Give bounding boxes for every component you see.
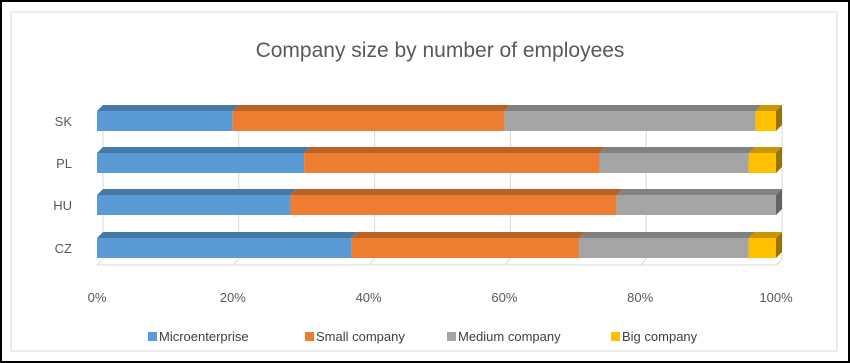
bar-top-CZ-3 (748, 232, 782, 238)
x-tick-labels: 0% 20% 40% 60% 80% 100% (88, 290, 793, 305)
bar-CZ-3 (748, 238, 776, 258)
category-label-PL: PL (56, 156, 72, 171)
x-tick-label: 20% (220, 290, 246, 305)
bar-SK-3 (755, 111, 776, 131)
bar-top-PL-0 (97, 147, 311, 153)
bars (97, 105, 782, 258)
bar-PL-3 (748, 153, 776, 173)
legend-label-2: Medium company (458, 329, 561, 344)
chart-title: Company size by number of employees (256, 39, 625, 62)
bar-top-SK-1 (232, 105, 511, 111)
bar-top-SK-3 (755, 105, 782, 111)
legend-swatch-1 (305, 332, 314, 341)
chart-area-border (10, 11, 838, 352)
bar-side-HU (776, 189, 782, 215)
bar-top-HU-1 (290, 189, 623, 195)
bar-PL-1 (304, 153, 600, 173)
floor-gridline (504, 258, 511, 266)
category-label-SK: SK (55, 114, 73, 129)
legend-label-0: Microenterprise (159, 329, 249, 344)
floor-gridline (639, 258, 647, 266)
bar-CZ-2 (579, 238, 749, 258)
legend-swatch-3 (611, 332, 620, 341)
category-label-CZ: CZ (55, 241, 72, 256)
floor-gridline (232, 258, 240, 266)
bar-side-CZ (776, 232, 782, 258)
bar-CZ-1 (351, 238, 580, 258)
category-label-HU: HU (53, 198, 72, 213)
x-tick-label: 0% (88, 290, 107, 305)
bar-top-PL-3 (748, 147, 782, 153)
legend-label-1: Small company (316, 329, 405, 344)
legend-swatch-2 (447, 332, 456, 341)
bar-PL-2 (599, 153, 749, 173)
bar-top-SK-2 (504, 105, 762, 111)
floor-gridline (96, 258, 104, 266)
legend: Microenterprise Small company Medium compa… (148, 329, 698, 344)
bar-top-PL-2 (599, 147, 755, 153)
bar-HU-2 (616, 195, 776, 215)
x-tick-label: 40% (356, 290, 382, 305)
x-tick-label: 60% (491, 290, 517, 305)
floor-gridline (368, 258, 375, 266)
bar-side-PL (776, 147, 782, 173)
bar-CZ-0 (97, 238, 352, 258)
bar-top-CZ-0 (97, 232, 358, 238)
bar-top-PL-1 (304, 147, 606, 153)
bar-top-CZ-1 (351, 232, 586, 238)
legend-label-3: Big company (622, 329, 698, 344)
bar-HU-1 (290, 195, 617, 215)
bar-PL-0 (97, 153, 305, 173)
bar-SK-1 (232, 111, 505, 131)
floor-gridline (775, 258, 783, 266)
bar-top-HU-2 (616, 189, 782, 195)
x-tick-label: 80% (627, 290, 653, 305)
bar-SK-2 (504, 111, 756, 131)
bar-side-SK (776, 105, 782, 131)
bar-top-SK-0 (97, 105, 239, 111)
bar-top-CZ-2 (579, 232, 755, 238)
bar-SK-0 (97, 111, 233, 131)
category-labels: CZ HU PL SK (53, 114, 72, 256)
bar-HU-0 (97, 195, 291, 215)
x-tick-label: 100% (759, 290, 793, 305)
legend-swatch-0 (148, 332, 157, 341)
bar-top-HU-0 (97, 189, 297, 195)
